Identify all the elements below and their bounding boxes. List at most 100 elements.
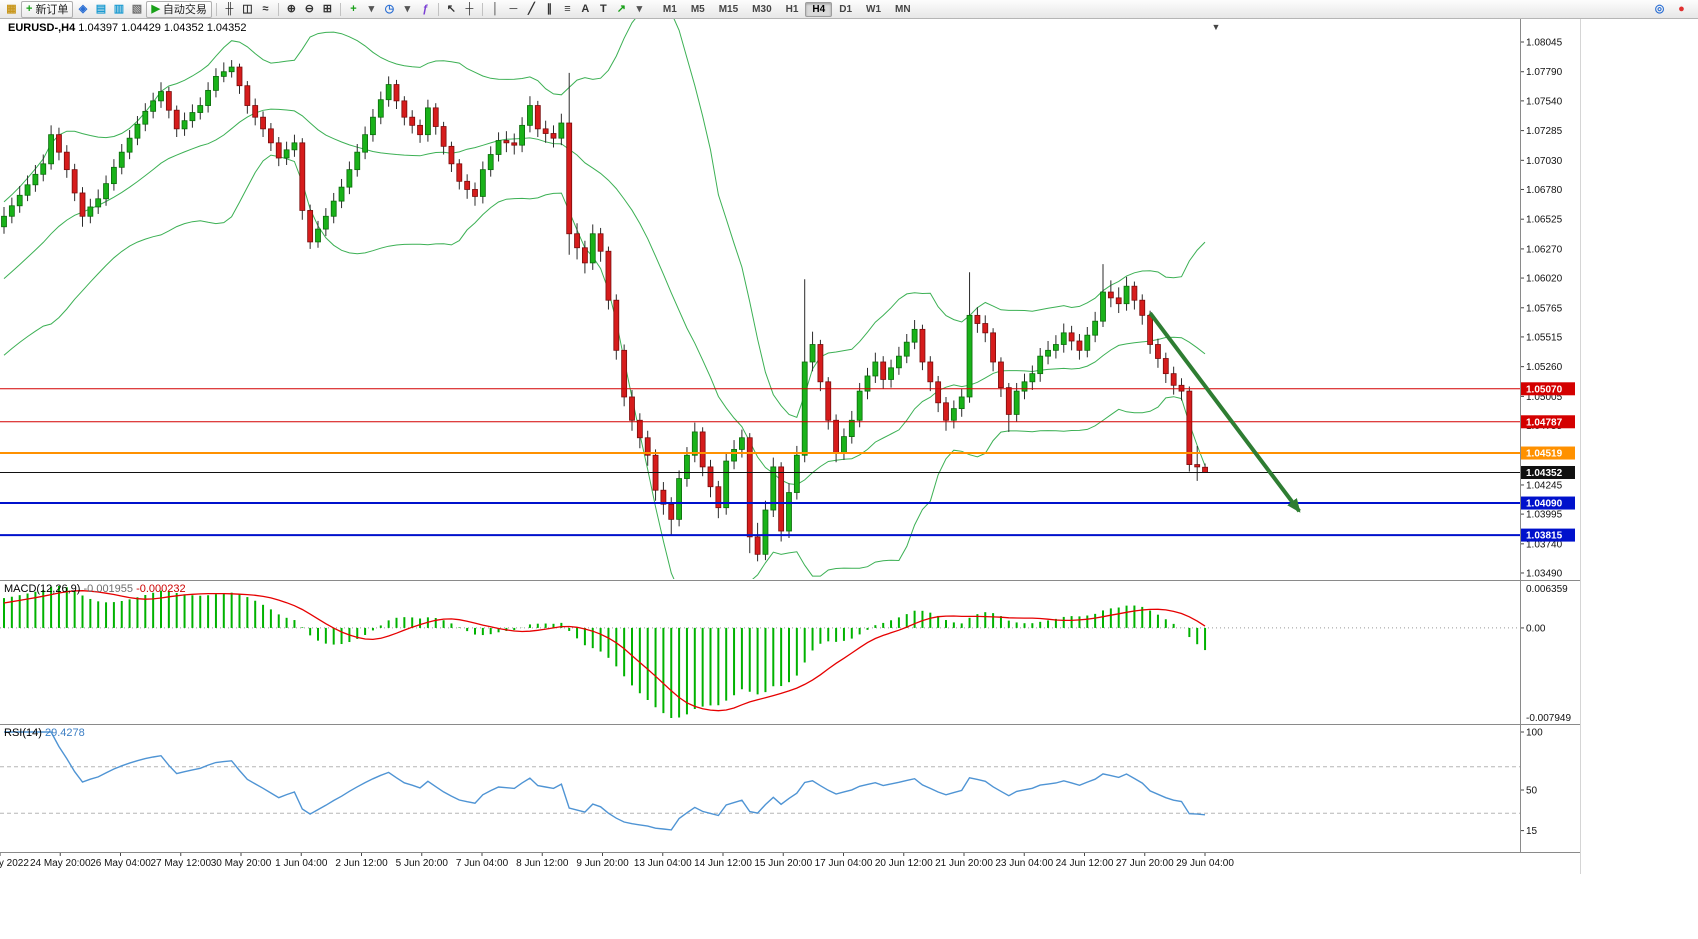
data-window-icon[interactable]: ▥ bbox=[110, 2, 127, 17]
autotrading-button-label: 自动交易 bbox=[162, 4, 207, 16]
arrows-icon: ↗ bbox=[616, 2, 627, 15]
svg-text:1.06780: 1.06780 bbox=[1526, 185, 1563, 196]
toolbar-separator bbox=[437, 2, 439, 16]
svg-text:1.05515: 1.05515 bbox=[1526, 332, 1563, 343]
tile-windows-icon[interactable]: ⊞ bbox=[319, 2, 336, 17]
terminal-icon[interactable]: ▧ bbox=[128, 2, 145, 17]
zoom-out-icon[interactable]: ⊖ bbox=[301, 2, 318, 17]
svg-text:1.03740: 1.03740 bbox=[1526, 539, 1563, 550]
svg-text:23 Jun 04:00: 23 Jun 04:00 bbox=[995, 858, 1053, 869]
navigator-icon[interactable]: ◈ bbox=[74, 2, 91, 17]
svg-text:24 May 20:00: 24 May 20:00 bbox=[30, 858, 91, 869]
timeframe-button-m1[interactable]: M1 bbox=[662, 3, 677, 15]
svg-text:15: 15 bbox=[1526, 826, 1538, 837]
svg-text:29 Jun 04:00: 29 Jun 04:00 bbox=[1176, 858, 1234, 869]
svg-text:1.07540: 1.07540 bbox=[1526, 96, 1563, 107]
timeframe-button-d1[interactable]: D1 bbox=[839, 3, 853, 15]
autotrading-button[interactable]: ▶ 自动交易 bbox=[146, 0, 212, 18]
svg-text:21 Jun 20:00: 21 Jun 20:00 bbox=[935, 858, 993, 869]
timeframe-button-h1[interactable]: H1 bbox=[785, 3, 799, 15]
horizontal-line-icon: ─ bbox=[509, 2, 518, 15]
svg-text:20 Jun 12:00: 20 Jun 12:00 bbox=[875, 858, 933, 869]
cursor-icon: ↖ bbox=[446, 2, 457, 15]
svg-text:1.03490: 1.03490 bbox=[1526, 568, 1563, 579]
svg-text:23 May 2022: 23 May 2022 bbox=[0, 858, 29, 869]
cursor-icon[interactable]: ↖ bbox=[443, 2, 460, 17]
svg-text:1.04245: 1.04245 bbox=[1526, 480, 1563, 491]
bar-chart-icon[interactable]: ╫ bbox=[221, 2, 238, 17]
timeframe-button-m5[interactable]: M5 bbox=[690, 3, 705, 15]
svg-text:1.04519: 1.04519 bbox=[1526, 449, 1563, 460]
svg-text:1.05070: 1.05070 bbox=[1526, 384, 1563, 395]
market-watch-icon[interactable]: ▤ bbox=[92, 2, 109, 17]
notifications-badge[interactable]: ● bbox=[1673, 2, 1690, 17]
timeframe-toolbar: M1 M5 M15 M30 H1 H4 D1 W1 MN bbox=[656, 1, 918, 17]
svg-text:50: 50 bbox=[1526, 786, 1538, 797]
svg-text:1.04090: 1.04090 bbox=[1526, 499, 1563, 510]
new-chart-icon: + bbox=[350, 2, 357, 15]
svg-text:1 Jun 04:00: 1 Jun 04:00 bbox=[275, 858, 328, 869]
shapes-dropdown-icon[interactable]: ▾ bbox=[631, 2, 648, 17]
search-icon[interactable]: ◎ bbox=[1651, 2, 1668, 17]
toolbar-separator bbox=[277, 2, 279, 16]
horizontal-line-icon[interactable]: ─ bbox=[505, 2, 522, 17]
svg-text:26 May 04:00: 26 May 04:00 bbox=[90, 858, 151, 869]
svg-text:30 May 20:00: 30 May 20:00 bbox=[211, 858, 272, 869]
timeframe-button-mn[interactable]: MN bbox=[895, 3, 911, 15]
zoom-in-icon: ⊕ bbox=[286, 2, 297, 15]
label-icon: T bbox=[600, 2, 607, 15]
toolbar-separator bbox=[481, 2, 483, 16]
toolbar-items: ▦ + 新订单 ◈ ▤ ▥ ▧ ▶ 自动交易 ╫ ◫ ≈ ⊕ ⊖ ⊞ + ▾ ◷ ▾ ƒ ↖ ┼ │ ─ ╱ ∥ ≡ A T ↗ ▾ bbox=[3, 0, 648, 18]
svg-text:1.08045: 1.08045 bbox=[1526, 38, 1563, 49]
terminal-icon: ▧ bbox=[131, 2, 143, 15]
text-icon[interactable]: A bbox=[577, 2, 594, 17]
vertical-line-icon[interactable]: │ bbox=[487, 2, 504, 17]
indicators-icon: ƒ bbox=[422, 2, 429, 15]
svg-text:1.07790: 1.07790 bbox=[1526, 67, 1563, 78]
period-clock-icon[interactable]: ◷ bbox=[381, 2, 398, 17]
channel-icon[interactable]: ∥ bbox=[541, 2, 558, 17]
trendline-icon: ╱ bbox=[528, 2, 535, 15]
fibonacci-icon: ≡ bbox=[564, 2, 571, 15]
svg-text:2 Jun 12:00: 2 Jun 12:00 bbox=[335, 858, 388, 869]
svg-text:14 Jun 12:00: 14 Jun 12:00 bbox=[694, 858, 752, 869]
timeframe-button-w1[interactable]: W1 bbox=[866, 3, 882, 15]
search-icon: ◎ bbox=[1654, 2, 1665, 15]
svg-text:0.00: 0.00 bbox=[1526, 623, 1546, 634]
zoom-in-icon[interactable]: ⊕ bbox=[283, 2, 300, 17]
arrows-icon[interactable]: ↗ bbox=[613, 2, 630, 17]
fibonacci-icon[interactable]: ≡ bbox=[559, 2, 576, 17]
chart-window-icon[interactable]: ▦ bbox=[3, 2, 20, 17]
candlestick-chart-icon[interactable]: ◫ bbox=[239, 2, 256, 17]
label-icon[interactable]: T bbox=[595, 2, 612, 17]
svg-text:1.04352: 1.04352 bbox=[1526, 468, 1563, 479]
trendline-icon[interactable]: ╱ bbox=[523, 2, 540, 17]
timeframe-button-h4[interactable]: H4 bbox=[805, 1, 833, 17]
channel-icon: ∥ bbox=[546, 2, 553, 15]
template-dropdown-icon[interactable]: ▾ bbox=[399, 2, 416, 17]
svg-text:1.05260: 1.05260 bbox=[1526, 362, 1563, 373]
crosshair-icon[interactable]: ┼ bbox=[461, 2, 478, 17]
svg-text:17 Jun 04:00: 17 Jun 04:00 bbox=[815, 858, 873, 869]
svg-text:13 Jun 04:00: 13 Jun 04:00 bbox=[634, 858, 692, 869]
tile-windows-icon: ⊞ bbox=[322, 2, 333, 15]
timeframe-button-m30[interactable]: M30 bbox=[752, 3, 772, 15]
svg-text:8 Jun 12:00: 8 Jun 12:00 bbox=[516, 858, 569, 869]
svg-text:1.03995: 1.03995 bbox=[1526, 510, 1563, 521]
data-window-icon: ▥ bbox=[113, 2, 125, 15]
new-order-button[interactable]: + 新订单 bbox=[21, 0, 74, 18]
svg-text:15 Jun 20:00: 15 Jun 20:00 bbox=[754, 858, 812, 869]
new-chart-icon[interactable]: + bbox=[345, 2, 362, 17]
bar-chart-icon: ╫ bbox=[225, 2, 234, 15]
toolbar-separator bbox=[215, 2, 217, 16]
line-chart-icon: ≈ bbox=[262, 2, 269, 15]
profiles-dropdown-icon[interactable]: ▾ bbox=[363, 2, 380, 17]
indicators-icon[interactable]: ƒ bbox=[417, 2, 434, 17]
line-chart-icon[interactable]: ≈ bbox=[257, 2, 274, 17]
shapes-dropdown-icon: ▾ bbox=[636, 2, 643, 15]
profiles-dropdown-icon: ▾ bbox=[368, 2, 375, 15]
timeframe-button-m15[interactable]: M15 bbox=[718, 3, 739, 15]
svg-text:▼: ▼ bbox=[1212, 22, 1221, 32]
